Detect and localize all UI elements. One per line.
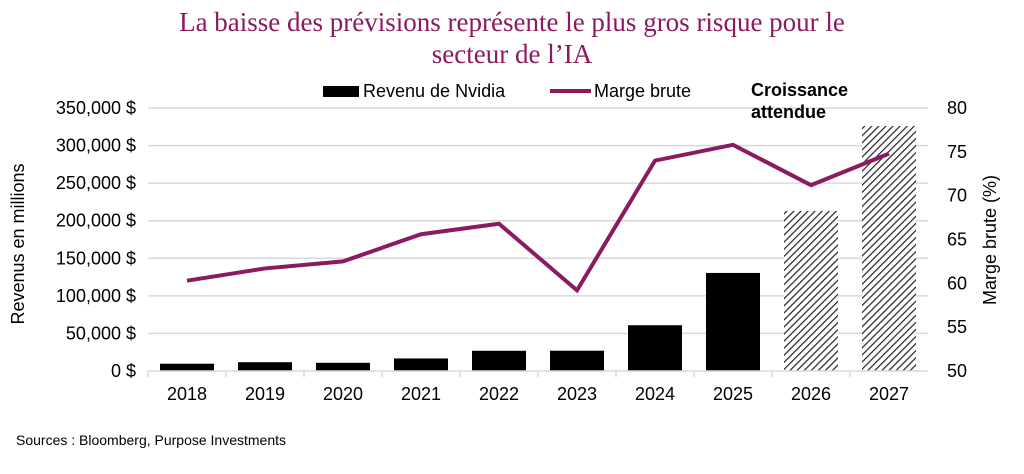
y-tick-left: 100,000 $ — [56, 286, 136, 306]
chart-title-line1: La baisse des prévisions représente le p… — [179, 7, 845, 37]
y-tick-left: 350,000 $ — [56, 98, 136, 118]
y-tick-right: 55 — [947, 317, 967, 337]
x-tick-2025: 2025 — [713, 384, 753, 404]
x-tick-2020: 2020 — [323, 384, 363, 404]
legend-label-revenue: Revenu de Nvidia — [363, 81, 506, 101]
legend-label-margin: Marge brute — [594, 81, 691, 101]
x-tick-2024: 2024 — [635, 384, 675, 404]
y-tick-right: 65 — [947, 230, 967, 250]
y-tick-left: 50,000 $ — [66, 323, 136, 343]
bar-2024 — [628, 325, 682, 371]
legend-swatch-revenue — [323, 86, 359, 97]
bar-2021 — [394, 358, 448, 371]
bar-2020 — [316, 362, 370, 371]
x-tick-2022: 2022 — [479, 384, 519, 404]
bar-2023 — [550, 350, 604, 371]
bar-2018 — [160, 363, 214, 371]
x-tick-2019: 2019 — [245, 384, 285, 404]
bar-2019 — [238, 362, 292, 371]
y-tick-right: 80 — [947, 98, 967, 118]
x-tick-2021: 2021 — [401, 384, 441, 404]
bar-2022 — [472, 350, 526, 371]
y-tick-left: 200,000 $ — [56, 211, 136, 231]
bar-2025 — [706, 272, 760, 371]
y-tick-right: 70 — [947, 186, 967, 206]
x-tick-2026: 2026 — [791, 384, 831, 404]
x-tick-2018: 2018 — [167, 384, 207, 404]
y-axis-left-label: Revenus en millions — [8, 163, 28, 324]
y-tick-right: 60 — [947, 273, 967, 293]
source-note: Sources : Bloomberg, Purpose Investments — [16, 432, 287, 448]
y-tick-right: 75 — [947, 142, 967, 162]
y-tick-left: 300,000 $ — [56, 136, 136, 156]
annotation-expected-growth-line2: attendue — [751, 102, 826, 122]
annotation-expected-growth-line1: Croissance — [751, 80, 848, 100]
y-tick-left: 150,000 $ — [56, 248, 136, 268]
chart-title: La baisse des prévisions représente le p… — [0, 6, 1024, 70]
x-tick-2027: 2027 — [869, 384, 909, 404]
bar-2027 — [862, 126, 916, 371]
x-tick-2023: 2023 — [557, 384, 597, 404]
y-tick-right: 50 — [947, 361, 967, 381]
chart-title-line2: secteur de l’IA — [431, 39, 593, 69]
y-tick-left: 0 $ — [111, 361, 136, 381]
y-tick-left: 250,000 $ — [56, 173, 136, 193]
bar-2026 — [784, 210, 838, 371]
y-axis-right-label: Marge brute (%) — [980, 175, 1000, 305]
margin-line — [186, 142, 890, 294]
